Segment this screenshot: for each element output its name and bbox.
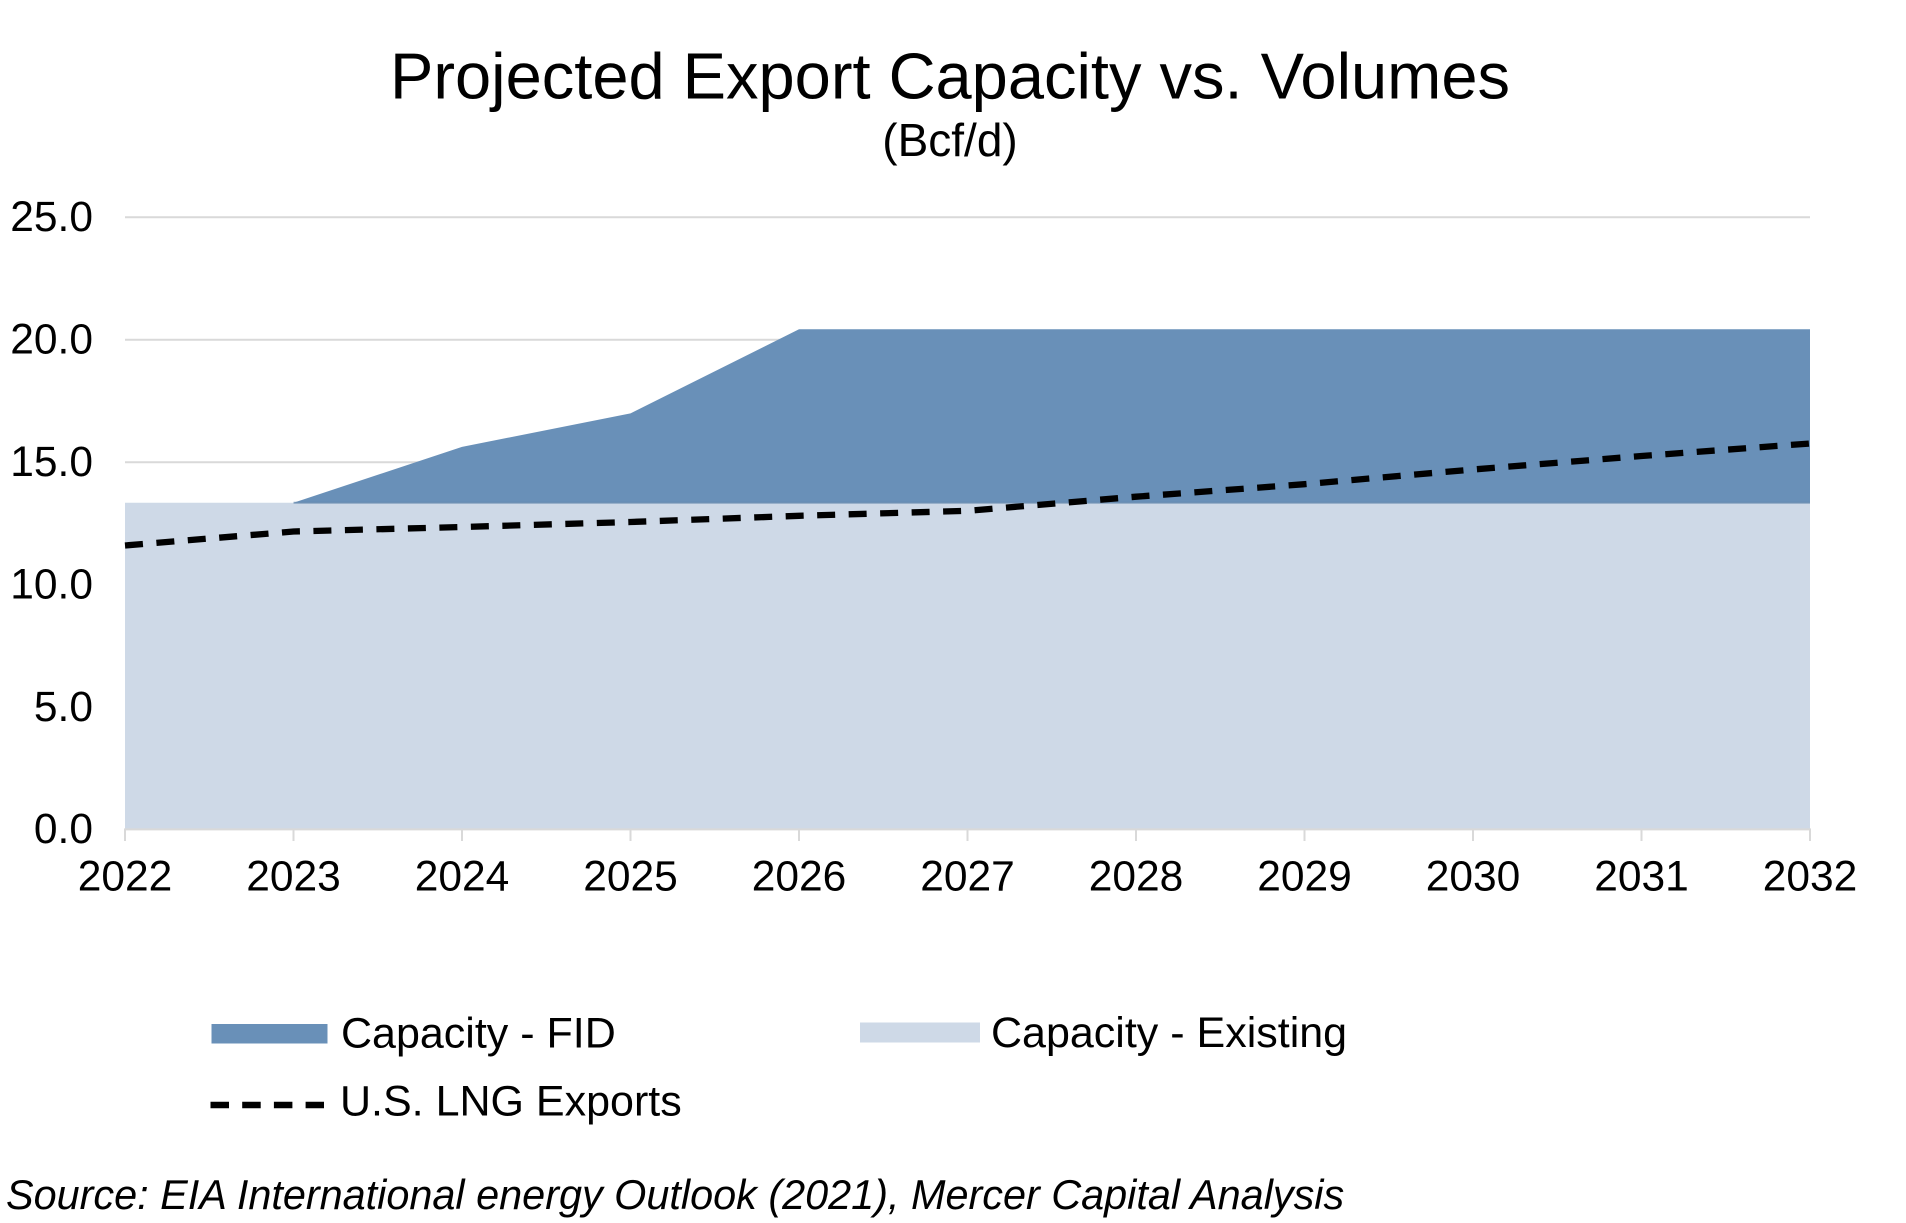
svg-text:Source: EIA International ener: Source: EIA International energy Outlook…: [6, 1172, 1344, 1218]
svg-text:2025: 2025: [583, 853, 678, 900]
svg-text:U.S. LNG Exports: U.S. LNG Exports: [340, 1078, 682, 1126]
svg-text:2027: 2027: [920, 853, 1015, 900]
svg-text:(Bcf/d): (Bcf/d): [882, 114, 1017, 166]
svg-text:2023: 2023: [246, 853, 341, 900]
svg-text:25.0: 25.0: [10, 194, 93, 241]
svg-text:Capacity - FID: Capacity - FID: [341, 1010, 616, 1058]
svg-text:2028: 2028: [1089, 853, 1184, 900]
svg-text:2029: 2029: [1257, 853, 1352, 900]
svg-text:Projected Export Capacity vs.: Projected Export Capacity vs. Volumes: [390, 40, 1510, 113]
svg-text:10.0: 10.0: [10, 561, 93, 608]
svg-text:20.0: 20.0: [10, 317, 93, 364]
svg-text:2022: 2022: [78, 853, 173, 900]
svg-text:2031: 2031: [1594, 853, 1689, 900]
svg-text:2026: 2026: [752, 853, 847, 900]
svg-text:2030: 2030: [1426, 853, 1521, 900]
svg-text:5.0: 5.0: [34, 684, 93, 731]
svg-text:2032: 2032: [1763, 853, 1858, 900]
svg-text:2024: 2024: [415, 853, 510, 900]
svg-text:15.0: 15.0: [10, 439, 93, 486]
svg-text:0.0: 0.0: [34, 806, 93, 853]
svg-text:Capacity - Existing: Capacity - Existing: [991, 1009, 1347, 1057]
